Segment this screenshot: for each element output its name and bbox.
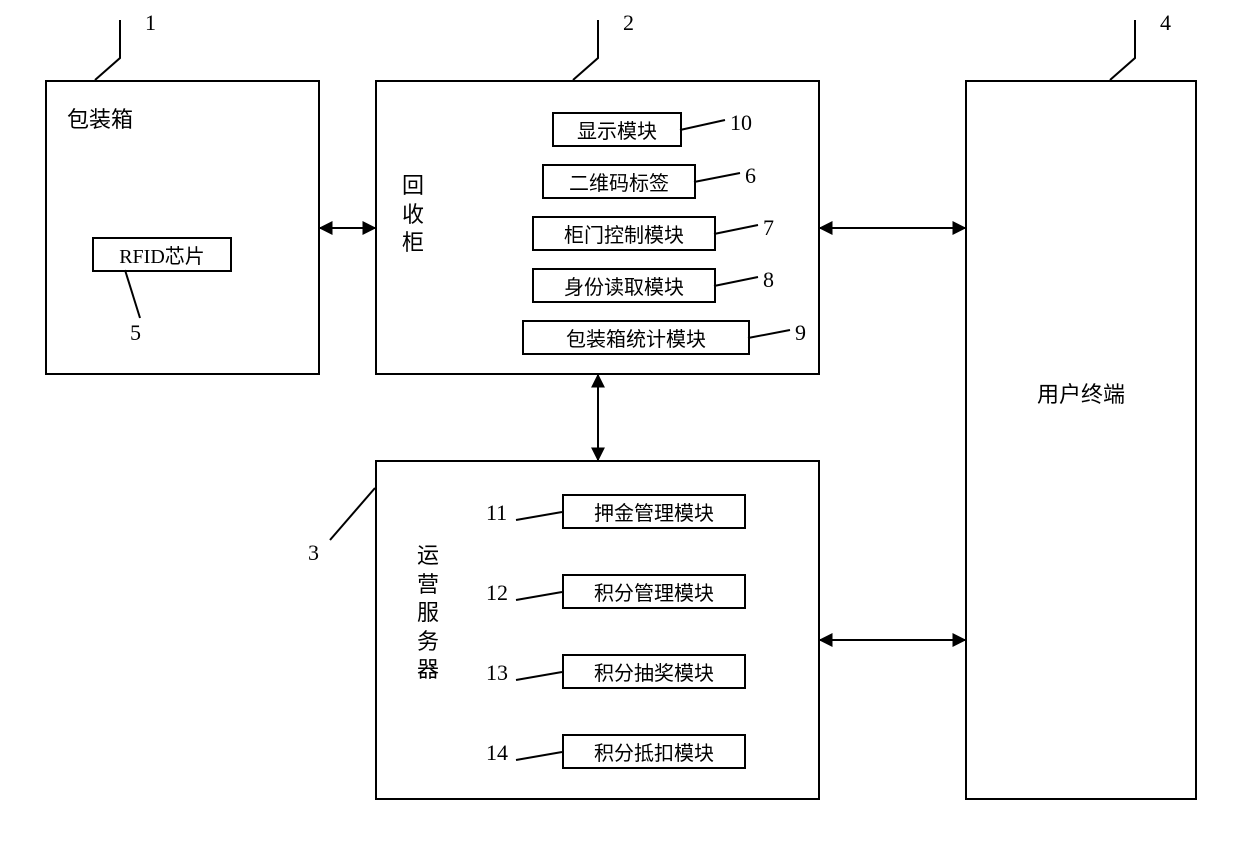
box-terminal: 用户终端 [965, 80, 1197, 800]
module-door-control: 柜门控制模块 [532, 216, 716, 251]
ref-4: 4 [1160, 10, 1171, 36]
leader-3 [330, 488, 375, 540]
ref-2: 2 [623, 10, 634, 36]
leader-4 [1110, 20, 1135, 80]
module-deposit: 押金管理模块 [562, 494, 746, 529]
box-cabinet: 回收柜 显示模块 二维码标签 柜门控制模块 身份读取模块 包装箱统计模块 [375, 80, 820, 375]
ref-9: 9 [795, 320, 806, 346]
ref-7: 7 [763, 215, 774, 241]
ref-11: 11 [486, 500, 507, 526]
ref-8: 8 [763, 267, 774, 293]
box-packaging: 包装箱 RFID芯片 [45, 80, 320, 375]
box-server: 运营服务器 押金管理模块 积分管理模块 积分抽奖模块 积分抵扣模块 [375, 460, 820, 800]
module-deduct: 积分抵扣模块 [562, 734, 746, 769]
diagram-root: 包装箱 RFID芯片 回收柜 显示模块 二维码标签 柜门控制模块 身份读取模块 … [0, 0, 1240, 843]
ref-5: 5 [130, 320, 141, 346]
module-points: 积分管理模块 [562, 574, 746, 609]
ref-13: 13 [486, 660, 508, 686]
ref-6: 6 [745, 163, 756, 189]
ref-14: 14 [486, 740, 508, 766]
module-qr-label: 二维码标签 [542, 164, 696, 199]
ref-1: 1 [145, 10, 156, 36]
ref-3: 3 [308, 540, 319, 566]
module-box-stats: 包装箱统计模块 [522, 320, 750, 355]
box-cabinet-title: 回收柜 [402, 172, 424, 258]
ref-10: 10 [730, 110, 752, 136]
module-lottery: 积分抽奖模块 [562, 654, 746, 689]
module-rfid-chip: RFID芯片 [92, 237, 232, 272]
module-display: 显示模块 [552, 112, 682, 147]
module-identity-read: 身份读取模块 [532, 268, 716, 303]
leader-1 [95, 20, 120, 80]
box-server-title: 运营服务器 [417, 542, 439, 685]
box-terminal-title: 用户终端 [1037, 377, 1125, 409]
box-packaging-title: 包装箱 [67, 102, 133, 134]
ref-12: 12 [486, 580, 508, 606]
leader-2 [573, 20, 598, 80]
